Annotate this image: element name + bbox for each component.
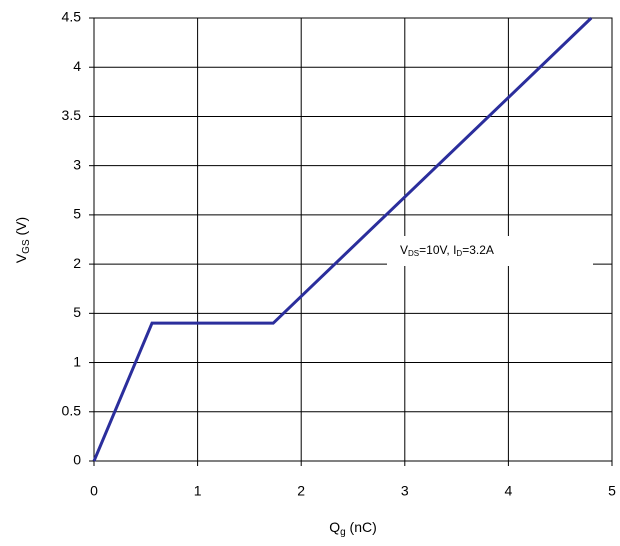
y-tick-label: 3 (73, 156, 81, 172)
x-tick-label: 5 (608, 483, 616, 499)
y-tick-label: 4.5 (62, 9, 82, 25)
x-tick-label: 3 (401, 483, 409, 499)
y-label-sub: GS (21, 239, 32, 254)
data-line (92, 16, 593, 462)
x-label-part: Q (329, 519, 340, 535)
x-tick-label: 1 (194, 483, 202, 499)
y-tick-label: 5 (73, 206, 81, 222)
y-axis-label: VGS (V) (13, 217, 32, 263)
annotation-part: =10V, I (419, 243, 456, 257)
x-axis-label: Qg (nC) (329, 519, 377, 538)
x-tick-label: 2 (297, 483, 305, 499)
y-tick-label: 2 (73, 255, 81, 271)
y-tick-label: 1 (73, 353, 81, 369)
y-label-part: (V) (13, 217, 29, 240)
x-tick-label: 4 (505, 483, 513, 499)
x-label-sub: g (340, 527, 346, 538)
annotation-box (387, 236, 593, 266)
y-tick-label: 3.5 (62, 107, 82, 123)
x-tick-label: 0 (90, 483, 98, 499)
annotation-sub: DS (408, 249, 419, 258)
y-label-part: V (13, 253, 29, 263)
y-tick-label: 4 (73, 58, 81, 74)
plot-frame (93, 17, 613, 462)
y-tick-label: 5 (73, 304, 81, 320)
annotation: VDS=10V, ID=3.2A (400, 243, 494, 258)
y-tick-label: 0.5 (62, 402, 82, 418)
grid (89, 17, 613, 466)
annotation-part: V (400, 243, 408, 257)
annotation-part: =3.2A (462, 243, 494, 257)
x-label-part: (nC) (346, 519, 377, 535)
annotation-sub: D (456, 249, 462, 258)
y-tick-label: 0 (73, 452, 81, 468)
